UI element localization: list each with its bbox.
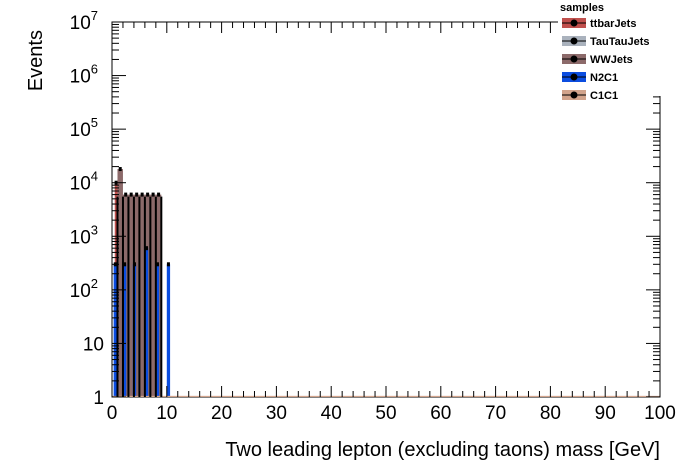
y-axis-title: Events bbox=[25, 30, 47, 91]
x-tick-label: 60 bbox=[430, 403, 451, 424]
bar bbox=[122, 264, 127, 397]
bar-marker bbox=[118, 167, 122, 172]
bar bbox=[144, 248, 149, 397]
legend-label: TauTauJets bbox=[590, 36, 650, 48]
x-axis-title: Two leading lepton (excluding taons) mas… bbox=[225, 439, 660, 461]
bar-marker bbox=[155, 262, 159, 267]
bar bbox=[128, 194, 134, 397]
x-tick-label: 0 bbox=[107, 403, 118, 424]
legend-label: N2C1 bbox=[590, 72, 618, 84]
x-tick-label: 90 bbox=[595, 403, 616, 424]
legend-item: WWJets bbox=[562, 54, 633, 66]
bar-marker bbox=[151, 192, 155, 197]
legend-label: WWJets bbox=[590, 54, 633, 66]
legend-marker bbox=[570, 19, 578, 27]
bar bbox=[166, 264, 171, 397]
x-tick-label: 50 bbox=[375, 403, 396, 424]
x-tick-label: 40 bbox=[321, 403, 342, 424]
legend-item: TauTauJets bbox=[562, 36, 650, 48]
legend-item: N2C1 bbox=[562, 72, 618, 84]
legend-marker bbox=[570, 73, 578, 81]
bar bbox=[133, 194, 140, 397]
legend: samples ttbarJets TauTauJets WWJets N2C1 C1C… bbox=[558, 0, 668, 102]
x-tick-label: 20 bbox=[211, 403, 232, 424]
bar bbox=[155, 264, 160, 397]
x-tick-label: 100 bbox=[644, 403, 676, 424]
x-tick-label: 70 bbox=[485, 403, 506, 424]
y-tick-label: 102 bbox=[70, 276, 98, 302]
bar-marker bbox=[123, 262, 127, 267]
bar-marker bbox=[166, 262, 170, 267]
x-tick-label: 30 bbox=[266, 403, 287, 424]
bar bbox=[117, 169, 123, 397]
legend-label: ttbarJets bbox=[590, 18, 636, 30]
legend-marker bbox=[570, 55, 578, 63]
legend-item: C1C1 bbox=[562, 90, 618, 102]
legend-label: C1C1 bbox=[590, 90, 618, 102]
y-tick-label: 1 bbox=[93, 388, 104, 409]
bar-marker bbox=[124, 192, 128, 197]
legend-marker bbox=[570, 37, 578, 45]
bar-marker bbox=[145, 246, 149, 251]
x-tick-label: 10 bbox=[156, 403, 177, 424]
x-tick-label: 80 bbox=[540, 403, 561, 424]
bar-marker bbox=[135, 192, 139, 197]
bar-marker bbox=[129, 192, 133, 197]
bar-marker bbox=[157, 192, 161, 197]
bar bbox=[150, 194, 156, 397]
bar-marker bbox=[140, 192, 144, 197]
legend-item: ttbarJets bbox=[562, 18, 636, 30]
bar bbox=[113, 264, 117, 397]
bar-marker bbox=[146, 192, 150, 197]
legend-title: samples bbox=[560, 2, 604, 14]
bar bbox=[139, 194, 145, 397]
legend-marker bbox=[570, 91, 578, 99]
y-tick-label: 10 bbox=[83, 334, 104, 355]
axes-layer: 0 10 20 30 40 50 60 70 80 90 100110102103104105106… bbox=[70, 8, 676, 424]
